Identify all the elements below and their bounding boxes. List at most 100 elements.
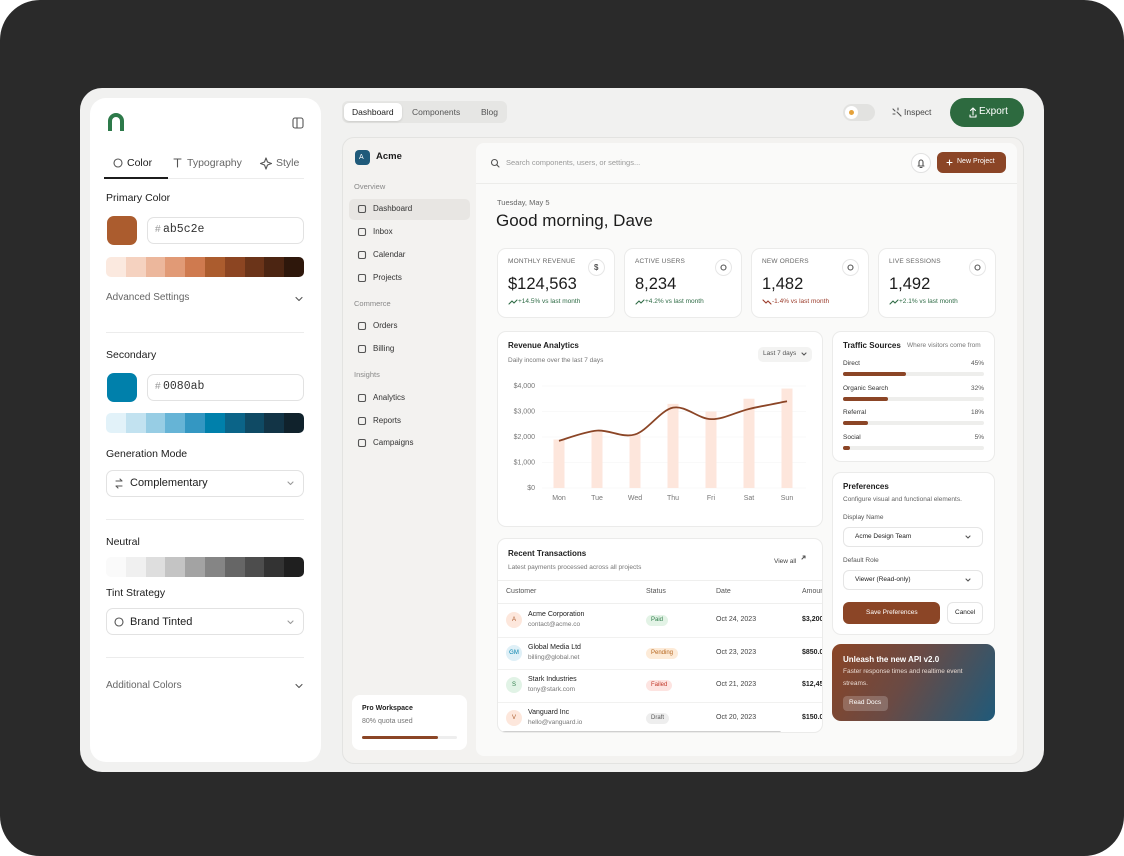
source-bar — [843, 446, 851, 451]
palette-shade[interactable] — [125, 413, 146, 433]
customer-email: tony@stark.com — [528, 686, 576, 693]
palette-shade[interactable] — [284, 257, 304, 277]
read-docs-button[interactable] — [843, 696, 888, 711]
source-bar — [843, 372, 907, 376]
inspect-button[interactable]: Inspect — [904, 107, 932, 117]
chart-subtitle: Daily income over the last 7 days — [508, 357, 604, 364]
palette-shade[interactable] — [224, 557, 245, 577]
palette-shade[interactable] — [244, 257, 265, 277]
save-button[interactable] — [843, 602, 940, 624]
nav-item[interactable]: Analytics — [373, 393, 406, 402]
palette-shade[interactable] — [145, 557, 166, 577]
button-label[interactable]: Read Docs — [849, 699, 882, 706]
palette-shade[interactable] — [145, 257, 166, 277]
palette-shade[interactable] — [106, 257, 126, 277]
segment[interactable]: Blog — [481, 107, 499, 117]
bell-button[interactable] — [911, 153, 931, 173]
amount: $150.00 — [802, 713, 822, 721]
palette-shade[interactable] — [165, 557, 186, 577]
select[interactable] — [106, 608, 304, 635]
select[interactable] — [843, 527, 983, 547]
nav-item[interactable]: Projects — [373, 273, 402, 282]
nav-item[interactable]: Billing — [373, 344, 395, 353]
text: Latest payments processed across all pro… — [508, 564, 642, 571]
hex-input[interactable] — [147, 217, 304, 244]
palette-shade[interactable] — [185, 413, 205, 433]
source-name: Organic Search — [843, 384, 889, 392]
accordion-label[interactable]: Advanced Settings — [106, 292, 190, 303]
color-swatch[interactable] — [107, 373, 137, 402]
range-select[interactable] — [758, 347, 812, 362]
range-label[interactable]: Last 7 days — [763, 350, 797, 357]
nav-section: Commerce — [354, 299, 391, 308]
source-bar — [843, 396, 889, 401]
palette-shade[interactable] — [106, 557, 126, 577]
palette-shade[interactable] — [204, 413, 225, 433]
palette-shade[interactable] — [244, 557, 265, 577]
editor-tab[interactable]: Typography — [187, 157, 242, 169]
palette-shade[interactable] — [204, 257, 225, 277]
view-all-link[interactable]: View all — [774, 558, 797, 565]
palette-shade[interactable] — [224, 413, 245, 433]
nav-item[interactable]: Campaigns — [373, 438, 414, 447]
palette-shade[interactable] — [125, 557, 146, 577]
palette-shade[interactable] — [224, 257, 245, 277]
column-header: Date — [716, 588, 731, 595]
button-label[interactable]: Save Preferences — [866, 609, 918, 616]
export-label[interactable]: Export — [979, 106, 1008, 117]
nav-item[interactable]: Calendar — [373, 250, 406, 259]
tab-divider — [104, 178, 304, 179]
palette-shade[interactable] — [106, 413, 126, 433]
search-input[interactable]: Search components, users, or settings... — [506, 158, 641, 167]
text: Neutral — [106, 536, 140, 548]
segment[interactable]: Dashboard — [352, 107, 394, 117]
nav-item[interactable]: Dashboard — [373, 204, 413, 213]
avatar-initial: S — [511, 682, 516, 688]
text: Default Role — [843, 557, 879, 564]
tab-underline — [104, 177, 168, 179]
hex-prefix: # — [155, 224, 161, 235]
nav-item[interactable]: Reports — [373, 416, 402, 425]
button-label[interactable]: New Project — [957, 158, 995, 165]
row-divider — [498, 636, 822, 638]
date: Oct 21, 2023 — [716, 681, 757, 688]
palette-shade[interactable] — [284, 413, 304, 433]
palette-shade[interactable] — [185, 257, 205, 277]
stat-icon — [842, 259, 859, 276]
source-value: 5% — [974, 434, 984, 442]
editor-tab[interactable]: Color — [127, 157, 153, 169]
palette-shade[interactable] — [264, 557, 285, 577]
editor-tab[interactable]: Style — [276, 157, 300, 169]
avatar-initial: GM — [509, 649, 519, 656]
palette-shade[interactable] — [165, 413, 186, 433]
hex-input[interactable] — [147, 374, 304, 401]
new-project-button[interactable] — [937, 152, 1006, 173]
text: Tuesday, May 5 — [497, 198, 550, 207]
select[interactable] — [106, 470, 304, 497]
palette-shade[interactable] — [125, 257, 146, 277]
segment[interactable]: Components — [412, 107, 461, 117]
export-button[interactable] — [950, 98, 1024, 127]
cancel-button[interactable] — [947, 602, 983, 624]
nav-item[interactable]: Orders — [373, 321, 398, 330]
accordion-label[interactable]: Additional Colors — [106, 680, 182, 691]
button-label[interactable]: Cancel — [955, 609, 976, 616]
palette-shade[interactable] — [145, 413, 166, 433]
color-swatch[interactable] — [107, 216, 137, 245]
palette-shade[interactable] — [264, 257, 285, 277]
palette-shade[interactable] — [204, 557, 225, 577]
select[interactable] — [843, 570, 983, 590]
chart-title: Revenue Analytics — [508, 341, 579, 350]
palette-shade[interactable] — [185, 557, 205, 577]
palette-shade[interactable] — [284, 557, 304, 577]
nav-active — [349, 199, 470, 220]
source-name: Social — [843, 434, 861, 442]
nav-item[interactable]: Inbox — [373, 227, 393, 236]
hex-prefix: # — [155, 381, 161, 392]
palette-shade[interactable] — [244, 413, 265, 433]
palette-shade[interactable] — [165, 257, 186, 277]
palette-shade[interactable] — [264, 413, 285, 433]
text: Display Name — [843, 514, 884, 521]
customer-name: Vanguard Inc — [528, 708, 570, 716]
